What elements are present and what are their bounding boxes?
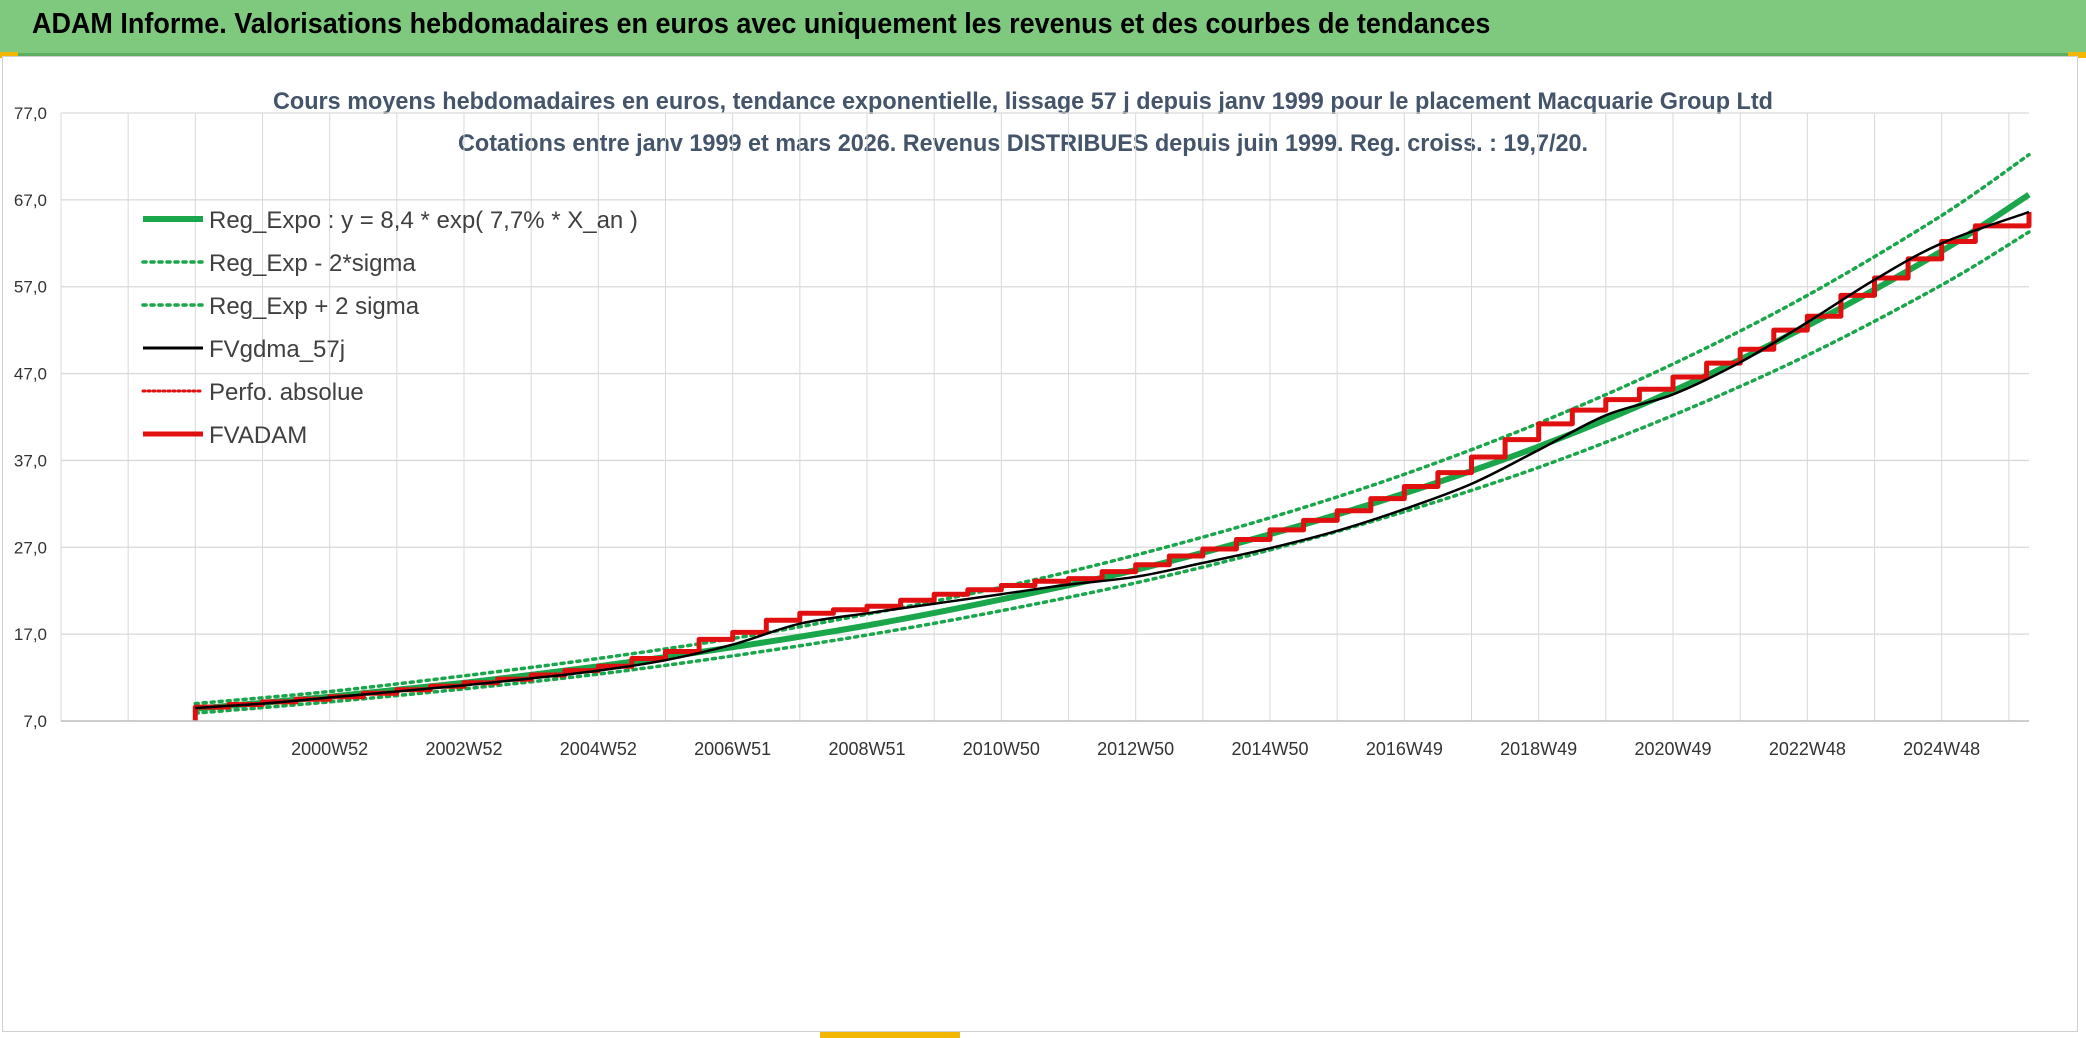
y-tick-label: 17,0 (14, 625, 47, 644)
series-reg-exp-2-sigma (193, 230, 2031, 715)
chart-subtitle: Cotations entre janv 1999 et mars 2026. … (458, 130, 1588, 157)
x-tick-label: 2008W51 (828, 739, 905, 759)
series-fvadam (192, 212, 2032, 721)
report-header: ADAM Informe. Valorisations hebdomadaire… (0, 0, 2086, 56)
series-reg-exp-2-sigma (193, 152, 2031, 706)
legend: Reg_Expo : y = 8,4 * exp( 7,7% * X_an ) R… (141, 207, 638, 449)
x-tick-label: 2024W48 (1903, 739, 1980, 759)
corner-marker-right (2068, 52, 2086, 58)
axis-layer: 7,0 17,0 27,0 37,0 47,0 57,0 67,0 77,0 2000W52 20… (14, 104, 2029, 759)
y-tick-label: 47,0 (14, 365, 47, 384)
legend-label: FVADAM (209, 422, 307, 449)
y-tick-label: 67,0 (14, 191, 47, 210)
y-tick-label: 57,0 (14, 278, 47, 297)
corner-marker-left (0, 52, 18, 58)
y-tick-label: 27,0 (14, 538, 47, 557)
y-tick-label: 7,0 (23, 712, 47, 731)
legend-label: FVgdma_57j (209, 336, 345, 363)
x-tick-label: 2014W50 (1231, 739, 1308, 759)
x-tick-label: 2002W52 (425, 739, 502, 759)
legend-label: Perfo. absolue (209, 379, 364, 406)
x-tick-label: 2012W50 (1097, 739, 1174, 759)
chart-svg: Cours moyens hebdomadaires en euros, ten… (14, 88, 2032, 759)
series-fvgdma-57j (195, 210, 2030, 710)
y-tick-label: 37,0 (14, 451, 47, 470)
x-tick-label: 2020W49 (1634, 739, 1711, 759)
chart-title: Cours moyens hebdomadaires en euros, ten… (273, 88, 1773, 115)
grid-layer (60, 112, 2029, 722)
x-tick-label: 2000W52 (291, 739, 368, 759)
y-tick-label: 77,0 (14, 104, 47, 123)
bottom-marker (820, 1032, 960, 1038)
x-tick-label: 2022W48 (1769, 739, 1846, 759)
x-tick-label: 2016W49 (1366, 739, 1443, 759)
legend-label: Reg_Exp - 2*sigma (209, 250, 416, 277)
x-tick-label: 2010W50 (963, 739, 1040, 759)
x-tick-label: 2006W51 (694, 739, 771, 759)
x-tick-label: 2004W52 (560, 739, 637, 759)
chart-frame: Cours moyens hebdomadaires en euros, ten… (2, 56, 2078, 1032)
report-title: ADAM Informe. Valorisations hebdomadaire… (32, 8, 1491, 40)
x-tick-label: 2018W49 (1500, 739, 1577, 759)
series-layer (192, 152, 2032, 721)
legend-label: Reg_Expo : y = 8,4 * exp( 7,7% * X_an ) (209, 207, 638, 234)
series-reg-expo-y-8-4-exp-7-7-x-an (195, 192, 2031, 712)
legend-label: Reg_Exp + 2 sigma (209, 293, 420, 320)
